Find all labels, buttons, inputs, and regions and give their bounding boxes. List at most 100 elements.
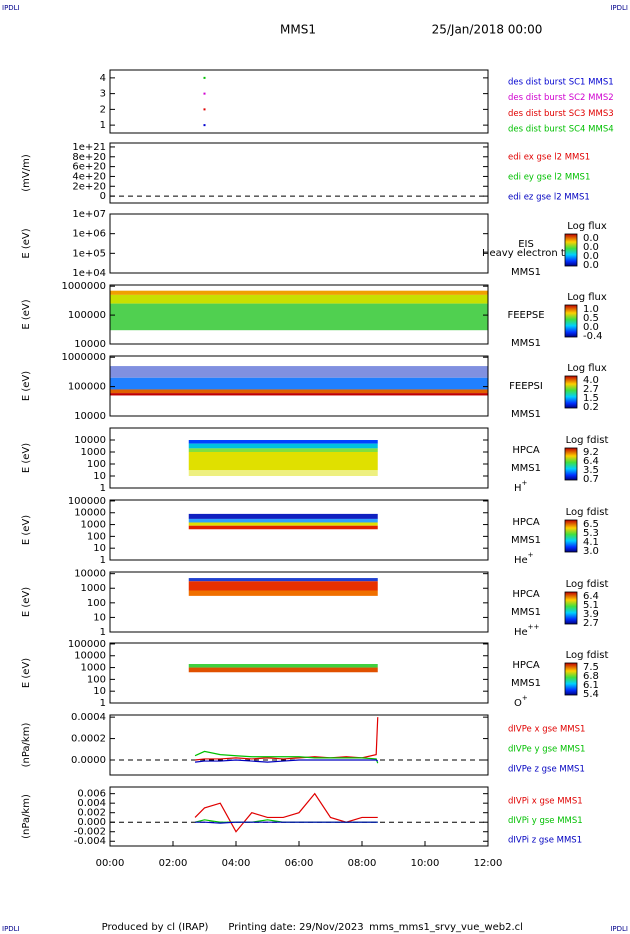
species-charge: + (522, 479, 528, 487)
y-tick-label: 100 (87, 459, 106, 470)
date-title: 25/Jan/2018 00:00 (432, 23, 543, 37)
y-tick-label: 1000000 (61, 352, 106, 363)
colorbar-tick-label: 2.7 (583, 618, 599, 629)
y-tick-label: 1000 (81, 447, 106, 458)
y-axis-label: E (eV) (21, 443, 32, 473)
colorbar-tick-label: 4.1 (583, 537, 599, 548)
colorbar-title: Log fdist (566, 579, 609, 590)
colorbar-tick-label: 6.4 (583, 456, 599, 467)
y-tick-label: 10000 (74, 411, 106, 422)
spectrogram-band (110, 393, 488, 396)
colorbar-tick-label: 0.0 (583, 251, 599, 262)
y-tick-label: 0.006 (77, 789, 106, 800)
x-tick-label: 12:00 (474, 858, 503, 869)
legend-entry: des dist burst SC3 MMS3 (508, 109, 614, 119)
colorbar-tick-label: 0.7 (583, 474, 599, 485)
species-label: He++ (514, 623, 540, 638)
plot-area (110, 366, 488, 396)
spectrogram-band (110, 389, 488, 394)
y-tick-label: 1000 (81, 520, 106, 531)
footer-producer: Produced by cl (IRAP) (102, 922, 209, 933)
legend-entry: dIVPi z gse MMS1 (508, 836, 582, 846)
colorbar-title: Log flux (567, 363, 607, 374)
panel-frame (109, 142, 489, 204)
legend-entry: dIVPe z gse MMS1 (508, 765, 585, 775)
y-tick-label: 0.0000 (71, 755, 106, 766)
spacecraft-title: MMS1 (280, 23, 316, 37)
corner-label: IPDLI (2, 4, 20, 12)
y-tick-label: 100000 (68, 639, 106, 650)
colorbar (564, 591, 578, 625)
panel: 1 2 3 4 des dist burst SC1 MMS1 des dist burs… (100, 69, 614, 135)
colorbar-tick-label: 0.0 (583, 233, 599, 244)
colorbar-tick-label: 5.4 (583, 689, 599, 700)
spectrogram-band (188, 581, 378, 591)
y-tick-label: 100000 (68, 382, 106, 393)
y-tick-label: -0.002 (74, 827, 106, 838)
y-tick-label: 1000 (81, 583, 106, 594)
colorbar-tick-label: 3.5 (583, 465, 599, 476)
data-point (203, 124, 206, 127)
spectrogram-band (188, 443, 378, 449)
x-tick-label: 06:00 (285, 858, 314, 869)
spectrogram-band (188, 440, 378, 444)
colorbar-tick-label: 4.0 (583, 375, 599, 386)
colorbar (564, 662, 578, 696)
spectrogram-band (188, 590, 378, 596)
y-tick-label: 0.002 (77, 808, 106, 819)
colorbar-tick-label: 6.4 (583, 591, 599, 602)
y-tick-label: 4e+20 (72, 171, 106, 182)
panel-frame (109, 642, 489, 704)
y-tick-label: 10000 (74, 569, 106, 580)
plot-area (188, 440, 378, 476)
data-point (203, 76, 206, 79)
y-tick-label: 10 (93, 686, 106, 697)
colorbar-title: Log fdist (566, 435, 609, 446)
spacecraft-label: MMS1 (511, 267, 541, 278)
colorbar-tick-label: 6.8 (583, 671, 599, 682)
legend-entry: des dist burst SC1 MMS1 (508, 77, 614, 87)
legend-entry: des dist burst SC4 MMS4 (508, 125, 614, 135)
data-point (203, 92, 206, 95)
species-charge: ++ (528, 623, 540, 631)
y-tick-label: 1 (100, 555, 106, 566)
x-tick-label: 00:00 (96, 858, 125, 869)
legend-entry: edi ex gse l2 MMS1 (508, 153, 590, 163)
instrument-label: HPCA (512, 660, 540, 671)
panel: 1e+04 1e+05 1e+06 1e+07 E (eV) EIS MMS1 Heavy e… (21, 209, 607, 279)
y-tick-label: 0.0004 (71, 712, 106, 723)
plot-area (110, 792, 488, 833)
spectrogram-band (188, 452, 378, 471)
colorbar (564, 519, 578, 553)
overlay-label: Heavy electron tot (482, 248, 575, 259)
y-tick-label: 6e+20 (72, 162, 106, 173)
colorbar-title: Log flux (567, 292, 607, 303)
y-tick-label: 1e+06 (72, 229, 106, 240)
spectrogram-band (188, 470, 378, 476)
y-tick-label: 100000 (68, 310, 106, 321)
y-tick-label: 100 (87, 531, 106, 542)
panel: 0.0000 0.0002 0.0004 (nPa/km) dIVPe x gse MM… (21, 712, 585, 776)
colorbar (564, 375, 578, 409)
colorbar-tick-label: 0.5 (583, 313, 599, 324)
panel-frame (109, 355, 489, 417)
colorbar-title: Log fdist (566, 650, 609, 661)
spectrogram-band (188, 518, 378, 523)
plot-area (110, 290, 488, 331)
spacecraft-label: MMS1 (511, 607, 541, 618)
species-name: He (514, 555, 528, 566)
spectrogram-band (110, 377, 488, 390)
colorbar-title: Log flux (567, 221, 607, 232)
instrument-label: EIS (518, 239, 534, 250)
spectrogram-band (188, 578, 378, 582)
panel-frame (109, 213, 489, 274)
species-name: O (514, 698, 522, 709)
panel: 10000 100000 1000000 E (eV) FEEPSE MMS1 Log fl… (21, 281, 607, 350)
y-tick-label: 0 (100, 191, 106, 202)
plot-area (188, 578, 378, 596)
y-tick-label: 10000 (74, 339, 106, 350)
